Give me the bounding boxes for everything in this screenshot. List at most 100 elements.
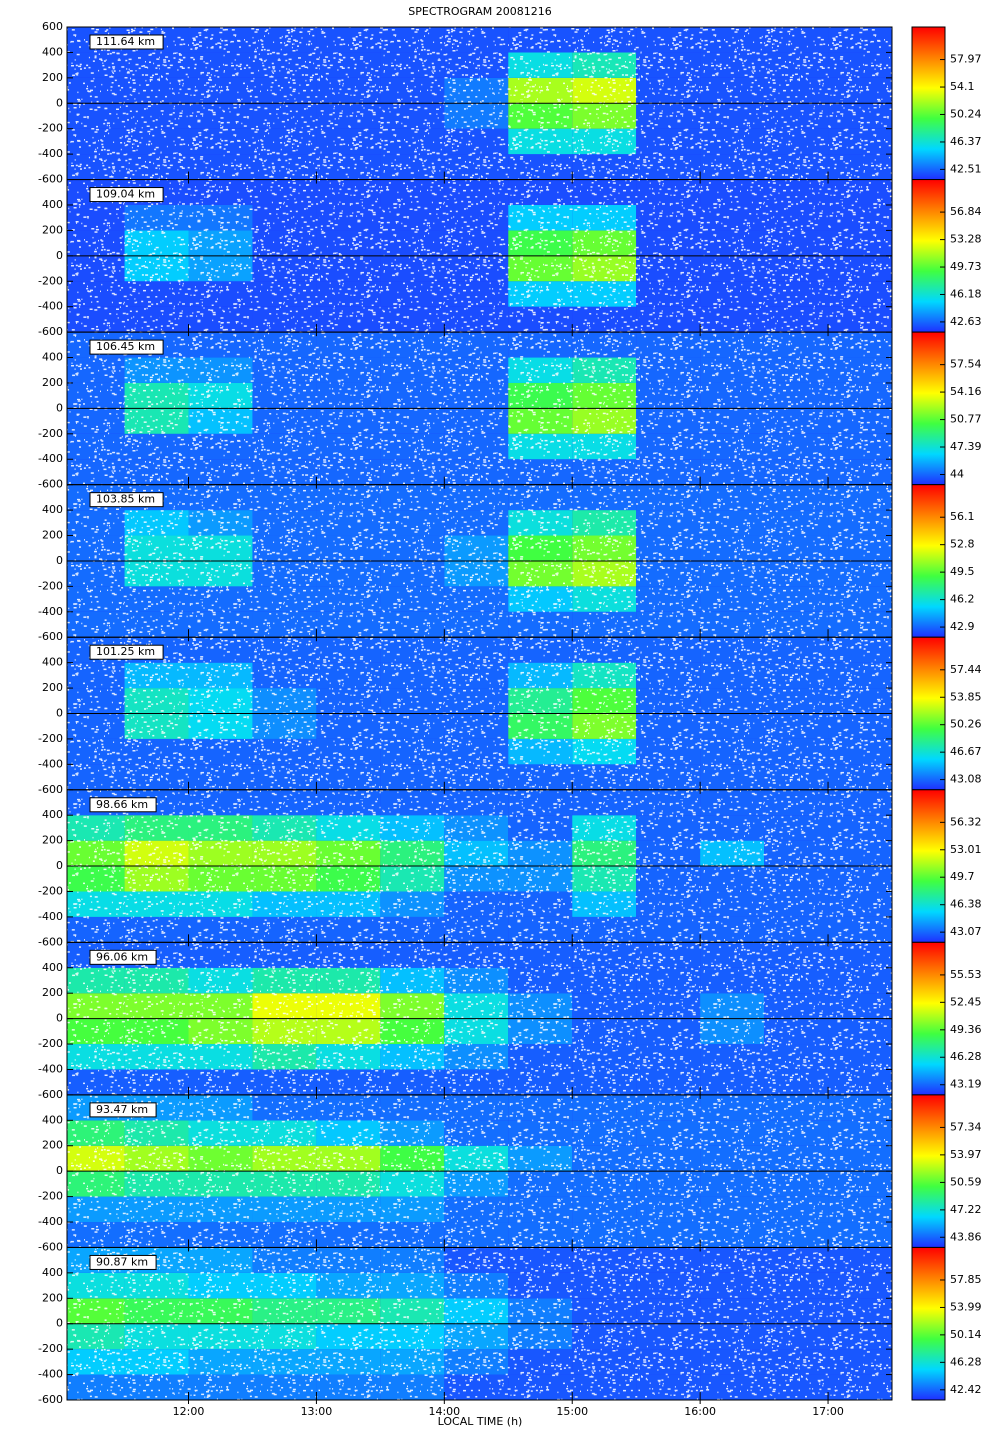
colorbar [911,26,946,181]
panel-label: 111.64 km [96,35,155,48]
y-tick-label: 0 [56,1012,63,1025]
colorbar-tick-label: 43.08 [950,773,982,786]
colorbar-tick-label: 53.85 [950,690,982,703]
colorbar-tick-label: 50.14 [950,1328,982,1341]
colorbar-tick-label: 46.28 [950,1050,982,1063]
x-axis-label: LOCAL TIME (h) [438,1415,523,1428]
colorbar-tick-label: 56.1 [950,510,975,523]
y-tick-label: -400 [38,757,63,770]
y-tick-label: 200 [42,1291,63,1304]
colorbar-tick-label: 49.36 [950,1023,982,1036]
colorbar-tick-label: 53.97 [950,1148,982,1161]
y-tick-label: 200 [42,529,63,542]
colorbar-tick-label: 50.77 [950,413,982,426]
colorbar-tick-label: 46.28 [950,1355,982,1368]
colorbar-tick-label: 47.39 [950,440,982,453]
panel-label: 109.04 km [96,188,155,201]
y-tick-label: -600 [38,1240,63,1253]
x-tick-label: 13:00 [301,1405,333,1418]
y-tick-label: 400 [42,656,63,669]
panel-label: 103.85 km [96,493,155,506]
colorbar-tick-label: 46.2 [950,593,975,606]
x-tick-label: 14:00 [428,1405,460,1418]
colorbar-tick-label: 56.84 [950,205,982,218]
y-tick-label: 200 [42,834,63,847]
colorbar-tick-label: 52.45 [950,995,982,1008]
y-tick-label: -600 [38,173,63,186]
colorbar-tick-label: 43.19 [950,1078,982,1091]
y-tick-label: 200 [42,681,63,694]
colorbar-tick-label: 47.22 [950,1203,982,1216]
panel-label-box [89,644,164,660]
colorbar-tick-label: 46.38 [950,898,982,911]
y-tick-label: -200 [38,579,63,592]
colorbar-tick-label: 46.37 [950,135,982,148]
y-tick-label: -400 [38,1062,63,1075]
panel-label-box [89,187,164,203]
colorbar-tick-label: 44 [950,468,964,481]
colorbar-tick-label: 49.73 [950,260,982,273]
colorbar-tick-label: 42.42 [950,1383,982,1396]
y-tick-label: -400 [38,452,63,465]
y-tick-label: 400 [42,961,63,974]
colorbar-tick-label: 46.18 [950,287,982,300]
y-tick-label: -600 [38,630,63,643]
colorbar-tick-label: 53.28 [950,233,982,246]
y-tick-label: 400 [42,1113,63,1126]
y-tick-label: 400 [42,45,63,58]
colorbar-tick-label: 54.16 [950,385,982,398]
plot-area [67,27,892,1400]
y-tick-label: 600 [42,20,63,33]
y-tick-label: 400 [42,503,63,516]
y-tick-label: 400 [42,198,63,211]
y-tick-label: 200 [42,376,63,389]
colorbar-tick-label: 50.26 [950,718,982,731]
y-tick-label: 400 [42,808,63,821]
colorbar-tick-label: 43.07 [950,925,982,938]
y-tick-label: -600 [38,1088,63,1101]
y-tick-label: 0 [56,96,63,109]
y-tick-label: -200 [38,427,63,440]
colorbar-tick-label: 49.5 [950,565,975,578]
y-tick-label: 400 [42,1266,63,1279]
y-tick-label: -600 [38,478,63,491]
colorbar [911,941,946,1096]
colorbar-tick-label: 53.01 [950,843,982,856]
x-tick-label: 16:00 [684,1405,716,1418]
y-tick-label: -600 [38,783,63,796]
panel-label: 90.87 km [96,1255,148,1268]
y-tick-label: -400 [38,1368,63,1381]
x-tick-label: 12:00 [173,1405,205,1418]
y-tick-label: 0 [56,554,63,567]
panel-label: 93.47 km [96,1103,148,1116]
panel-label-box [89,1254,157,1270]
panel-label-box [89,949,157,965]
y-tick-label: 0 [56,249,63,262]
colorbar-tick-label: 50.59 [950,1175,982,1188]
colorbar-tick-label: 54.1 [950,80,975,93]
y-tick-label: 200 [42,1139,63,1152]
panel-label-box [89,339,164,355]
y-tick-label: -400 [38,605,63,618]
x-tick-label: 15:00 [556,1405,588,1418]
colorbar [911,484,946,638]
panel-label: 96.06 km [96,950,148,963]
colorbar-tick-label: 57.97 [950,53,982,66]
y-tick-label: -400 [38,1215,63,1228]
colorbar-tick-label: 57.44 [950,663,982,676]
colorbar [911,789,946,943]
colorbar-tick-label: 43.86 [950,1230,982,1243]
panel-label: 98.66 km [96,798,148,811]
panel-label-box [89,34,164,50]
colorbar-tick-label: 52.8 [950,538,975,551]
colorbar [911,1246,946,1401]
colorbar-tick-label: 56.32 [950,815,982,828]
y-tick-label: -600 [38,325,63,338]
y-tick-label: 200 [42,71,63,84]
y-tick-label: -200 [38,1190,63,1203]
colorbar-tick-label: 42.51 [950,162,982,175]
colorbar [911,1094,946,1248]
y-tick-label: -200 [38,274,63,287]
panel-label-box [89,797,157,813]
